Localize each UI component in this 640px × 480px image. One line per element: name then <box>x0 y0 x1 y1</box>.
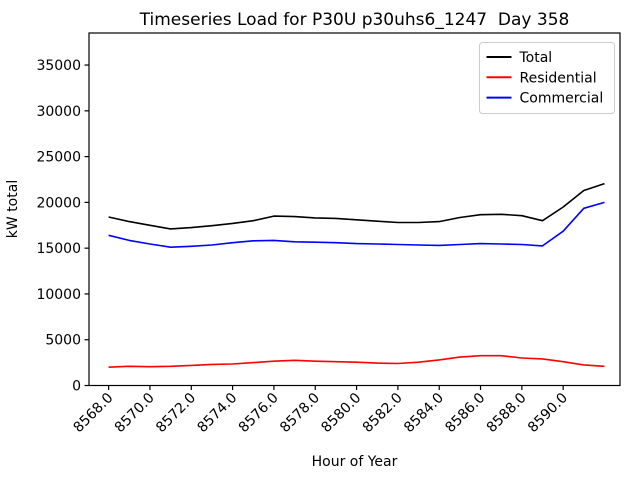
y-tick-label: 20000 <box>36 195 81 211</box>
y-tick-label: 25000 <box>36 150 81 166</box>
x-tick-label: 8568.0 <box>70 390 116 436</box>
x-tick-label: 8580.0 <box>318 390 364 436</box>
y-tick-label: 30000 <box>36 104 81 120</box>
x-tick-label: 8586.0 <box>442 390 488 436</box>
y-tick-label: 35000 <box>36 58 81 74</box>
legend: Total Residential Commercial <box>479 42 615 114</box>
x-tick-label: 8588.0 <box>484 390 530 436</box>
chart-title: Timeseries Load for P30U p30uhs6_1247 Da… <box>139 10 570 30</box>
y-tick-label: 10000 <box>36 287 81 303</box>
y-tick-label: 15000 <box>36 241 81 257</box>
legend-frame <box>479 42 615 114</box>
x-tick-label: 8590.0 <box>525 390 571 436</box>
x-tick-label: 8578.0 <box>277 390 323 436</box>
legend-label-residential: Residential <box>520 70 597 86</box>
y-axis-label: kW total <box>5 180 21 238</box>
y-tick-label: 5000 <box>45 333 81 349</box>
series-line-commercial <box>108 201 605 248</box>
axes-spines <box>88 32 621 387</box>
x-axis-label: Hour of Year <box>312 454 398 470</box>
y-tick-label: 0 <box>72 379 81 395</box>
x-tick-label: 8574.0 <box>194 390 240 436</box>
legend-label-commercial: Commercial <box>520 91 604 107</box>
x-tick-label: 8582.0 <box>360 390 406 436</box>
x-tick-label: 8584.0 <box>401 390 447 436</box>
series-line-residential <box>108 354 605 368</box>
legend-label-total: Total <box>519 50 553 66</box>
x-tick-label: 8572.0 <box>153 390 199 436</box>
series-line-total <box>108 182 605 230</box>
x-tick-label: 8576.0 <box>236 390 282 436</box>
x-tick-label: 8570.0 <box>112 390 158 436</box>
series-lines <box>108 182 605 368</box>
